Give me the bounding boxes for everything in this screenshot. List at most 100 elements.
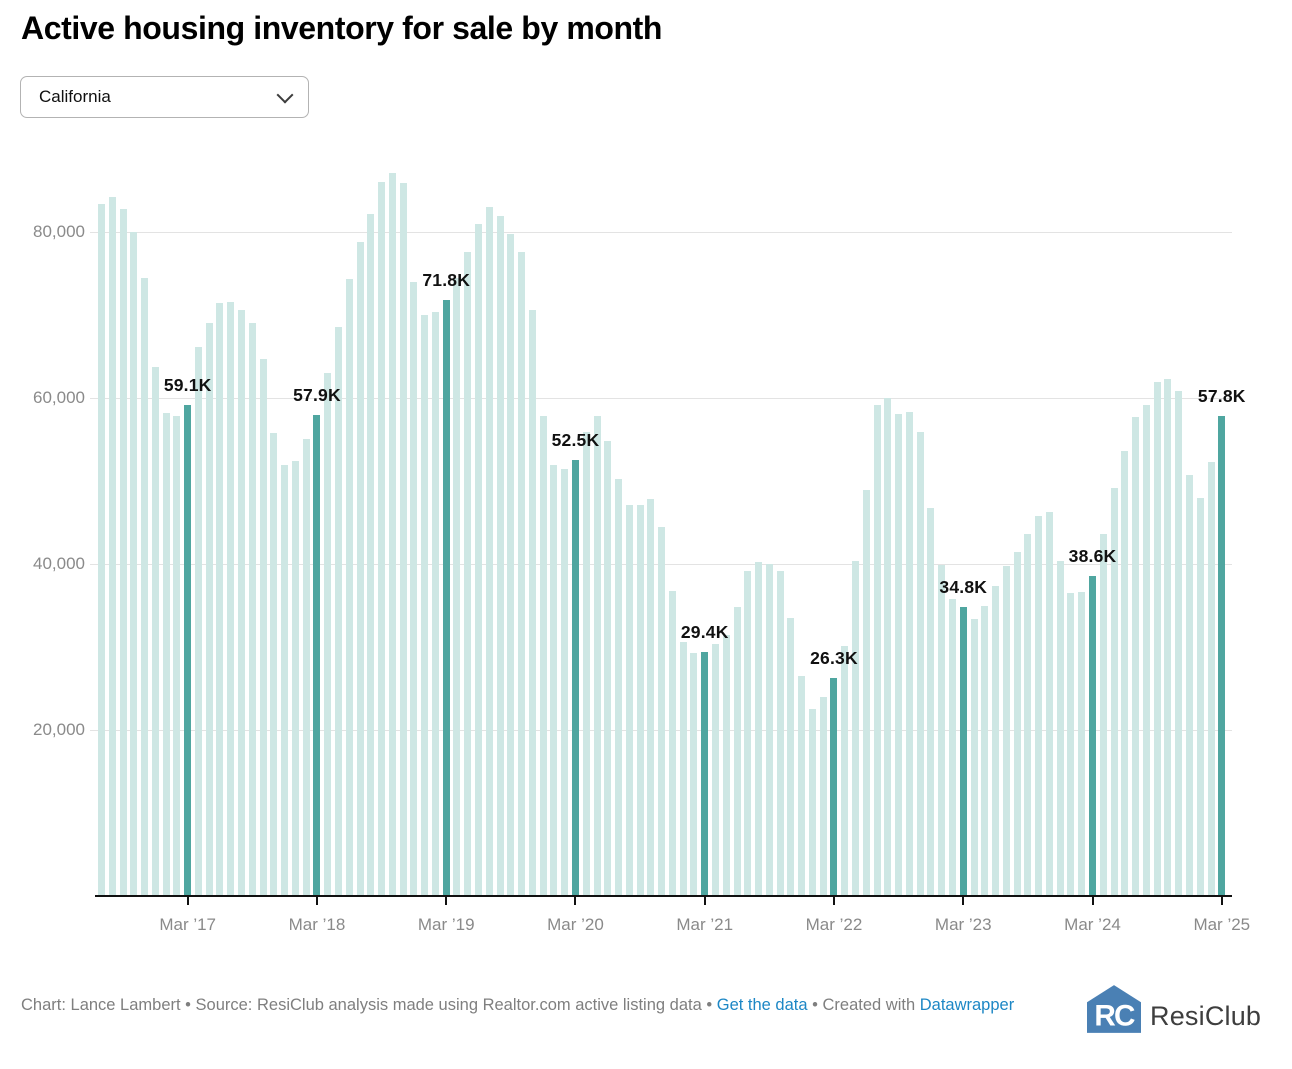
inventory-bar <box>1153 382 1161 896</box>
inventory-bar <box>367 213 375 896</box>
x-axis-tick <box>1220 897 1223 905</box>
inventory-bar <box>1002 566 1010 896</box>
inventory-bar <box>1056 560 1064 896</box>
inventory-bar <box>518 251 526 896</box>
inventory-bar <box>281 465 289 896</box>
inventory-bar <box>1196 497 1204 896</box>
inventory-bar <box>636 505 644 896</box>
x-axis-tick <box>445 897 448 905</box>
x-axis-tick <box>315 897 318 905</box>
x-axis-tick <box>703 897 706 905</box>
x-axis-line <box>95 895 1232 897</box>
inventory-bar <box>378 182 386 896</box>
inventory-bar <box>916 432 924 896</box>
inventory-bar <box>345 279 353 896</box>
inventory-bar <box>216 302 224 896</box>
page-title: Active housing inventory for sale by mon… <box>21 10 663 46</box>
x-axis-tick <box>1091 897 1094 905</box>
inventory-bar <box>1175 391 1183 896</box>
inventory-bar <box>399 183 407 896</box>
inventory-bar <box>819 696 827 896</box>
x-axis-label: Mar ’25 <box>1193 915 1251 934</box>
inventory-bar-highlight <box>184 405 192 896</box>
inventory-bar <box>173 416 181 896</box>
inventory-bar-highlight <box>442 300 450 896</box>
inventory-bar <box>270 432 278 896</box>
inventory-bar <box>1067 593 1075 896</box>
inventory-bar <box>1035 515 1043 896</box>
inventory-bar <box>291 461 299 896</box>
inventory-bar <box>485 207 493 896</box>
inventory-bar <box>1132 417 1140 896</box>
footer-text-2: • Created with <box>807 996 920 1014</box>
inventory-bar <box>356 241 364 896</box>
inventory-bar <box>324 373 332 896</box>
inventory-bar <box>884 398 892 896</box>
inventory-bar <box>1164 378 1172 896</box>
inventory-bar <box>550 465 558 896</box>
inventory-bar <box>1185 475 1193 896</box>
inventory-bar <box>334 327 342 896</box>
inventory-bar <box>248 323 256 896</box>
inventory-bar <box>539 416 547 896</box>
inventory-bar <box>528 310 536 896</box>
inventory-bar <box>475 223 483 896</box>
inventory-bar <box>873 404 881 896</box>
inventory-bar-highlight <box>830 677 838 896</box>
inventory-bar <box>808 709 816 896</box>
x-axis-tick <box>574 897 577 905</box>
inventory-bar <box>593 416 601 896</box>
region-dropdown[interactable]: California <box>20 76 309 118</box>
datawrapper-link[interactable]: Datawrapper <box>919 996 1015 1014</box>
inventory-bar <box>1024 534 1032 896</box>
inventory-bar <box>679 642 687 896</box>
inventory-bar <box>841 646 849 896</box>
inventory-bar <box>561 469 569 896</box>
logo-monogram: RC <box>1094 1000 1135 1033</box>
x-axis-label: Mar ’19 <box>417 915 475 934</box>
inventory-bar <box>992 586 1000 896</box>
inventory-bar <box>625 505 633 896</box>
inventory-bar <box>1099 534 1107 896</box>
bar-value-label: 59.1K <box>163 375 212 396</box>
resiclub-house-icon: RC <box>1087 985 1141 1033</box>
x-axis-label: Mar ’22 <box>805 915 863 934</box>
inventory-bar-highlight <box>1218 416 1226 896</box>
inventory-bar <box>227 301 235 896</box>
inventory-bar <box>453 278 461 896</box>
bar-value-label: 29.4K <box>680 621 729 642</box>
inventory-bar <box>927 507 935 896</box>
inventory-bar <box>647 499 655 896</box>
inventory-bar <box>668 591 676 896</box>
inventory-bar <box>776 571 784 896</box>
gridline <box>90 232 1232 233</box>
inventory-bar <box>108 197 116 896</box>
inventory-bar <box>1078 592 1086 896</box>
x-axis-label: Mar ’24 <box>1064 915 1121 934</box>
get-data-link[interactable]: Get the data <box>716 996 808 1014</box>
footer-credit: Chart: Lance Lambert • Source: ResiClub … <box>21 993 1069 1018</box>
inventory-bar <box>119 208 127 896</box>
inventory-bar <box>615 478 623 896</box>
inventory-bar <box>981 605 989 896</box>
inventory-bar <box>582 432 590 896</box>
bar-value-label: 52.5K <box>551 430 600 451</box>
inventory-bar-highlight <box>571 460 579 896</box>
inventory-bar-highlight <box>313 415 321 896</box>
inventory-bar <box>604 441 612 896</box>
inventory-bar <box>690 652 698 896</box>
bar-value-label: 34.8K <box>939 577 988 598</box>
inventory-bar <box>130 232 138 896</box>
bar-value-label: 57.8K <box>1197 386 1246 407</box>
x-axis-label: Mar ’17 <box>159 915 217 934</box>
inventory-bar-highlight <box>701 651 709 896</box>
inventory-bar <box>496 216 504 896</box>
footer-text: Chart: Lance Lambert • Source: ResiClub … <box>21 996 717 1014</box>
x-axis-tick <box>186 897 189 905</box>
inventory-bar <box>388 173 396 896</box>
inventory-bar <box>765 564 773 896</box>
y-axis-label: 40,000 <box>33 554 85 573</box>
inventory-bar <box>507 233 515 896</box>
